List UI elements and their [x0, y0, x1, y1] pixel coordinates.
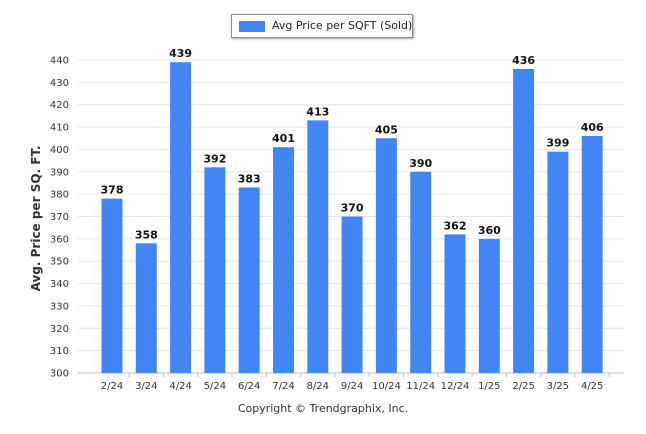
bar-data-label: 436 [512, 54, 535, 67]
bar [513, 68, 535, 373]
copyright-text: Copyright © Trendgraphix, Inc. [237, 402, 409, 415]
y-tick-label: 410 [50, 123, 69, 134]
x-tick-label: 3/24 [135, 381, 157, 392]
y-tick-label: 390 [50, 167, 69, 178]
bar-data-label: 362 [444, 219, 467, 232]
bar [478, 238, 500, 373]
y-tick-label: 430 [50, 78, 69, 89]
legend-label: Avg Price per SQFT (Sold) [272, 19, 413, 32]
y-tick-label: 380 [50, 190, 69, 201]
bar-data-label: 360 [478, 224, 501, 237]
bar-data-label: 383 [238, 172, 261, 185]
x-tick-label: 12/24 [441, 381, 470, 392]
x-tick-label: 10/24 [372, 381, 401, 392]
bar-data-label: 392 [203, 152, 226, 165]
x-tick-label: 2/25 [512, 381, 534, 392]
bar [170, 62, 192, 373]
x-tick-label: 2/24 [101, 381, 123, 392]
y-tick-label: 440 [50, 56, 69, 67]
bar-data-label: 390 [409, 157, 432, 170]
y-tick-label: 370 [50, 212, 69, 223]
x-tick-label: 3/25 [547, 381, 569, 392]
y-tick-label: 310 [50, 346, 69, 357]
y-tick-label: 360 [50, 234, 69, 245]
bar-data-label: 358 [135, 228, 158, 241]
bar [410, 171, 432, 373]
bar-data-label: 370 [341, 202, 364, 215]
x-tick-label: 6/24 [238, 381, 260, 392]
y-axis-title: Avg. Price per SQ. FT. [29, 146, 43, 292]
x-tick-label: 5/24 [204, 381, 226, 392]
chart-legend: Avg Price per SQFT (Sold) [231, 14, 413, 38]
x-tick-label: 11/24 [406, 381, 435, 392]
x-tick-label: 7/24 [272, 381, 294, 392]
bar-data-label: 399 [546, 137, 569, 150]
y-tick-label: 320 [50, 324, 69, 335]
y-tick-label: 400 [50, 145, 69, 156]
bar-data-label: 439 [169, 47, 192, 60]
bar [238, 187, 260, 373]
y-tick-label: 350 [50, 257, 69, 268]
x-tick-label: 9/24 [341, 381, 363, 392]
y-tick-label: 420 [50, 100, 69, 111]
legend-swatch [239, 21, 265, 32]
bar [375, 138, 397, 373]
bar-data-label: 413 [306, 105, 329, 118]
bar [581, 136, 603, 373]
bar [101, 198, 123, 373]
y-tick-label: 330 [50, 301, 69, 312]
bar [341, 216, 363, 373]
bar [547, 151, 569, 373]
bar [307, 120, 329, 373]
x-tick-label: 4/24 [169, 381, 191, 392]
bar [135, 243, 157, 373]
bar-data-label: 401 [272, 132, 295, 145]
x-tick-label: 1/25 [478, 381, 500, 392]
x-tick-label: 4/25 [581, 381, 603, 392]
bar-data-label: 378 [101, 184, 124, 197]
bar-data-label: 405 [375, 123, 398, 136]
bar [204, 167, 226, 373]
bar [444, 234, 466, 373]
y-tick-label: 340 [50, 279, 69, 290]
y-tick-label: 300 [50, 369, 69, 380]
bar-data-label: 406 [581, 121, 604, 134]
bar [273, 147, 294, 373]
x-tick-label: 8/24 [307, 381, 329, 392]
